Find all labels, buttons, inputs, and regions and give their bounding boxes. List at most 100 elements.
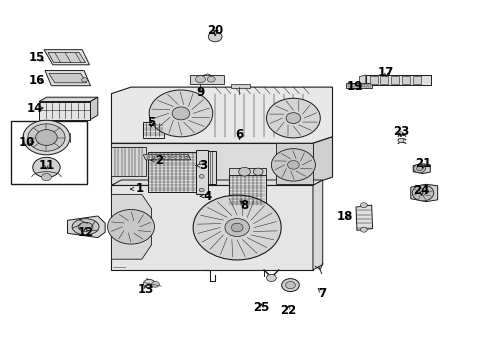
Circle shape: [23, 120, 70, 155]
Circle shape: [199, 188, 204, 192]
Circle shape: [152, 156, 155, 158]
Text: 20: 20: [206, 24, 223, 37]
Text: 5: 5: [147, 116, 155, 129]
Circle shape: [151, 282, 159, 287]
Bar: [11, 121, 86, 184]
Circle shape: [231, 223, 243, 232]
Polygon shape: [312, 137, 332, 184]
Polygon shape: [48, 53, 85, 63]
Text: 24: 24: [412, 184, 429, 197]
Circle shape: [413, 164, 425, 173]
Polygon shape: [45, 71, 90, 86]
Text: 13: 13: [137, 283, 154, 296]
Polygon shape: [39, 97, 98, 102]
Text: 10: 10: [19, 136, 35, 149]
Bar: [412, 76, 420, 84]
Polygon shape: [312, 180, 322, 270]
Polygon shape: [67, 216, 105, 238]
Text: 22: 22: [280, 304, 296, 317]
Bar: [147, 152, 196, 192]
Circle shape: [143, 279, 155, 288]
Bar: [363, 84, 366, 87]
Polygon shape: [111, 87, 332, 143]
Bar: [347, 84, 350, 87]
Circle shape: [287, 161, 299, 169]
Circle shape: [107, 210, 154, 244]
Bar: [380, 76, 387, 84]
Polygon shape: [359, 75, 365, 86]
Text: 18: 18: [336, 210, 352, 222]
Circle shape: [253, 168, 263, 175]
Circle shape: [285, 282, 295, 289]
Bar: [228, 175, 265, 205]
Polygon shape: [90, 97, 98, 120]
Circle shape: [397, 138, 403, 143]
Circle shape: [172, 107, 189, 120]
Text: 23: 23: [392, 125, 408, 138]
Circle shape: [266, 98, 320, 138]
Text: 21: 21: [414, 157, 430, 170]
Circle shape: [33, 157, 60, 177]
Polygon shape: [355, 205, 372, 230]
Bar: [355, 84, 358, 87]
Circle shape: [207, 76, 215, 82]
Circle shape: [238, 167, 250, 176]
Polygon shape: [111, 143, 312, 184]
Circle shape: [416, 166, 422, 171]
Circle shape: [184, 156, 187, 158]
Ellipse shape: [78, 222, 93, 231]
Circle shape: [360, 203, 366, 208]
Text: 12: 12: [77, 226, 94, 239]
Bar: [111, 147, 145, 176]
Text: 9: 9: [196, 86, 204, 99]
Bar: [230, 84, 250, 88]
Bar: [390, 76, 398, 84]
Circle shape: [173, 156, 176, 158]
Circle shape: [397, 132, 403, 136]
Polygon shape: [365, 75, 430, 85]
Polygon shape: [111, 194, 151, 259]
Bar: [228, 168, 265, 175]
Circle shape: [146, 156, 149, 158]
Bar: [189, 75, 224, 84]
Text: 16: 16: [28, 75, 45, 87]
Circle shape: [411, 185, 433, 201]
Polygon shape: [111, 185, 312, 270]
Text: 7: 7: [318, 287, 326, 300]
Circle shape: [36, 130, 57, 145]
Text: 6: 6: [235, 129, 243, 141]
Text: 15: 15: [28, 51, 45, 64]
Polygon shape: [143, 155, 190, 160]
Polygon shape: [44, 50, 89, 65]
Circle shape: [199, 175, 204, 178]
Circle shape: [271, 149, 315, 181]
Circle shape: [360, 227, 366, 232]
Polygon shape: [142, 122, 163, 138]
Circle shape: [281, 279, 299, 292]
Circle shape: [81, 78, 87, 82]
Text: 4: 4: [203, 190, 211, 203]
Circle shape: [41, 174, 51, 181]
Text: 17: 17: [377, 66, 394, 78]
Ellipse shape: [72, 219, 99, 235]
Text: 8: 8: [240, 199, 248, 212]
Bar: [208, 151, 215, 184]
Bar: [351, 84, 354, 87]
Circle shape: [149, 90, 212, 137]
Polygon shape: [410, 184, 437, 202]
Polygon shape: [346, 83, 371, 88]
Circle shape: [224, 219, 249, 237]
Text: 11: 11: [38, 159, 55, 172]
Circle shape: [168, 156, 171, 158]
Bar: [367, 84, 370, 87]
Circle shape: [179, 156, 182, 158]
Circle shape: [163, 156, 165, 158]
Circle shape: [266, 274, 276, 282]
Circle shape: [157, 156, 160, 158]
Polygon shape: [39, 102, 90, 120]
Circle shape: [419, 191, 425, 195]
Text: 19: 19: [346, 80, 362, 93]
Text: 2: 2: [155, 154, 163, 167]
Circle shape: [193, 195, 281, 260]
Circle shape: [285, 113, 300, 123]
